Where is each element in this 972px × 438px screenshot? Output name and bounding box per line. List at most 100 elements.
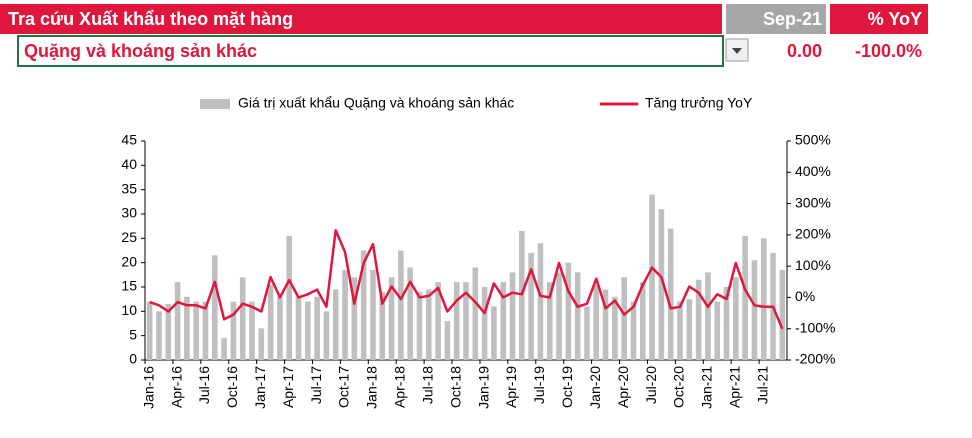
y-tick-label: 20 <box>121 253 137 269</box>
bar <box>184 296 190 360</box>
bar <box>649 194 655 360</box>
bar <box>733 277 739 360</box>
bar <box>677 301 683 360</box>
bar <box>463 282 469 360</box>
y-tick-label: 25 <box>121 229 137 245</box>
bar <box>537 243 544 360</box>
bar <box>584 306 590 360</box>
x-tick-label: Oct-16 <box>224 366 240 408</box>
bar <box>556 272 562 360</box>
bar <box>453 282 460 360</box>
bar <box>416 291 423 360</box>
item-name: Quặng và khoáng sản khác <box>24 41 257 61</box>
x-tick-label: Jan-21 <box>699 366 715 409</box>
dropdown-arrow <box>732 48 742 54</box>
y-tick-label: 35 <box>121 180 137 196</box>
bar <box>723 287 730 360</box>
bar <box>491 306 497 360</box>
x-tick-label: Jul-21 <box>754 366 770 404</box>
y2-tick-label: 500% <box>795 132 831 148</box>
x-tick-label: Jan-18 <box>364 366 380 409</box>
bar <box>314 296 320 360</box>
x-tick-label: Jul-19 <box>531 366 547 404</box>
bar <box>686 299 693 360</box>
bar <box>165 304 172 360</box>
item-cell <box>17 35 724 67</box>
x-tick-label: Jan-17 <box>252 366 268 409</box>
y2-tick-label: 100% <box>795 257 831 273</box>
bar <box>639 282 646 360</box>
legend-swatch <box>200 99 230 109</box>
bar <box>146 301 153 360</box>
bar <box>593 284 600 360</box>
y2-tick-label: 300% <box>795 194 831 210</box>
bar <box>286 235 293 360</box>
x-tick-label: Oct-20 <box>671 366 687 408</box>
bar <box>230 301 237 360</box>
bar <box>277 296 283 360</box>
bar <box>779 269 786 360</box>
bar <box>407 267 413 360</box>
bar <box>379 291 386 360</box>
x-tick-label: Apr-21 <box>727 366 743 408</box>
bar <box>351 277 358 360</box>
bar <box>444 321 451 360</box>
yoy-cell <box>830 4 928 34</box>
header-bar <box>0 4 722 34</box>
bar <box>658 209 665 360</box>
bar <box>667 228 674 360</box>
bar <box>509 272 516 360</box>
x-tick-label: Apr-16 <box>168 366 184 408</box>
bar <box>630 301 637 360</box>
bar <box>211 255 218 360</box>
bar <box>565 262 572 360</box>
bar <box>156 311 162 360</box>
bar <box>742 235 748 360</box>
bar <box>528 252 534 360</box>
y2-tick-label: 0% <box>795 288 815 304</box>
y-tick-label: 40 <box>121 156 137 172</box>
x-tick-label: Jul-16 <box>196 366 212 404</box>
bar <box>258 328 265 360</box>
bar <box>249 301 255 360</box>
bar <box>332 289 339 360</box>
y-tick-label: 0 <box>129 351 137 367</box>
bar <box>221 338 227 360</box>
bar <box>370 269 376 360</box>
x-tick-label: Jul-20 <box>643 366 659 404</box>
bar <box>612 296 618 360</box>
x-tick-label: Jul-17 <box>308 366 324 404</box>
x-tick-label: Oct-17 <box>336 366 352 408</box>
bar <box>481 287 488 360</box>
bar <box>267 284 274 360</box>
item-value: 0.00 <box>787 41 822 61</box>
y2-tick-label: -200% <box>795 351 835 367</box>
x-tick-label: Oct-19 <box>559 366 575 408</box>
bar <box>500 282 507 360</box>
x-tick-label: Apr-18 <box>392 366 408 408</box>
y-tick-label: 30 <box>121 205 137 221</box>
bar <box>435 282 441 360</box>
bar <box>239 277 246 360</box>
period-cell <box>726 4 826 34</box>
bar <box>574 272 581 360</box>
x-tick-label: Oct-18 <box>447 366 463 408</box>
bar <box>305 301 311 360</box>
yoy-label: % YoY <box>868 9 922 29</box>
bar <box>621 277 627 360</box>
bar <box>295 296 302 360</box>
item-yoy: -100.0% <box>855 41 922 61</box>
y2-tick-label: 200% <box>795 226 831 242</box>
bar <box>342 269 348 360</box>
bar <box>193 301 199 360</box>
bar <box>388 277 395 360</box>
bar <box>425 289 432 360</box>
x-tick-label: Jan-19 <box>475 366 491 409</box>
bar <box>202 301 209 360</box>
bar <box>398 250 404 360</box>
line <box>149 228 784 330</box>
bar <box>360 250 367 360</box>
period-label: Sep-21 <box>763 9 822 29</box>
bar <box>472 267 479 360</box>
